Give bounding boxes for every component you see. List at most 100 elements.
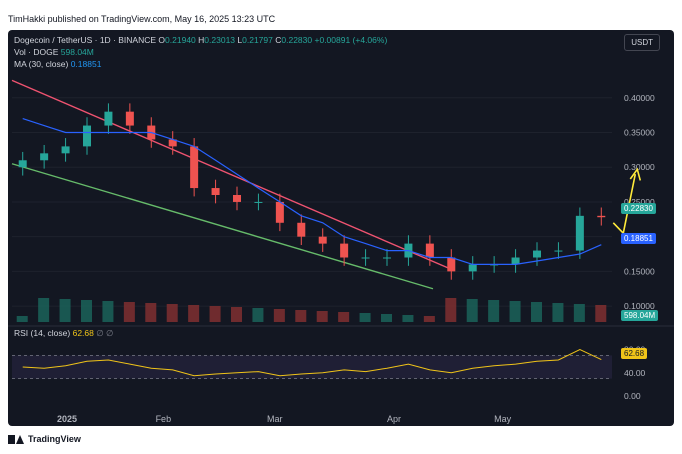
- candle-body[interactable]: [61, 146, 70, 154]
- volume-bar: [145, 303, 157, 322]
- ma-price-tag: 0.18851: [621, 233, 656, 244]
- ohlc-low-label: L: [237, 35, 243, 45]
- symbol-name[interactable]: Dogecoin / TetherUS · 1D · BINANCE: [14, 35, 157, 45]
- rsi-line[interactable]: [22, 349, 602, 377]
- volume-bar: [381, 314, 392, 322]
- candle-body[interactable]: [533, 250, 541, 258]
- volume-bar: [445, 298, 457, 322]
- candle-body[interactable]: [597, 215, 606, 218]
- volume-bar: [316, 311, 328, 322]
- rsi-tag: 62.68: [621, 348, 648, 359]
- candle-body[interactable]: [383, 257, 391, 259]
- chart-canvas[interactable]: 0.400000.350000.300000.250000.200000.150…: [8, 30, 674, 426]
- candle-body[interactable]: [425, 243, 434, 258]
- volume-bar: [423, 316, 435, 322]
- ohlc-high: 0.23013: [204, 35, 236, 45]
- brand-name: TradingView: [28, 434, 81, 444]
- rsi-axis-label: 40.00: [624, 368, 646, 378]
- rsi-band: [12, 355, 612, 379]
- candle-body[interactable]: [340, 243, 349, 258]
- volume-bar: [231, 307, 242, 322]
- time-axis-label: Apr: [387, 414, 401, 424]
- volume-bar: [188, 305, 200, 322]
- ohlc-close: 0.22830: [281, 35, 313, 45]
- volume-bar: [488, 300, 500, 322]
- volume-bar: [273, 309, 285, 322]
- chart-panel[interactable]: 0.400000.350000.300000.250000.200000.150…: [8, 30, 674, 426]
- resistance-trendline[interactable]: [11, 79, 449, 269]
- volume-value: 598.04M: [60, 47, 94, 57]
- volume-bar: [509, 301, 521, 322]
- ma-legend[interactable]: MA (30, close) 0.18851: [14, 59, 101, 69]
- candle-body[interactable]: [190, 146, 199, 189]
- time-axis-label: Mar: [267, 414, 283, 424]
- candle-body[interactable]: [211, 188, 220, 195]
- ohlc-high-label: H: [198, 35, 205, 45]
- volume-bar: [359, 313, 371, 322]
- candle-body[interactable]: [168, 139, 177, 147]
- candle-body[interactable]: [254, 201, 263, 203]
- candle-body[interactable]: [447, 257, 456, 272]
- rsi-axis-label: 0.00: [624, 391, 641, 401]
- last-price-tag: 0.22830: [621, 203, 656, 214]
- volume-bar: [531, 302, 542, 322]
- volume-legend[interactable]: Vol · DOGE 598.04M: [14, 47, 94, 57]
- candle-body[interactable]: [40, 153, 49, 161]
- price-axis-label: 0.35000: [624, 128, 655, 138]
- ohlc-change: +0.00891 (+4.06%): [314, 35, 388, 45]
- candle-body[interactable]: [575, 215, 584, 251]
- ohlc-close-label: C: [275, 35, 282, 45]
- time-axis-label: Feb: [156, 414, 172, 424]
- candle-body[interactable]: [104, 111, 113, 126]
- volume-bar: [102, 301, 114, 322]
- published-caption: TimHakki published on TradingView.com, M…: [8, 14, 276, 24]
- candle-body[interactable]: [275, 201, 284, 223]
- candle-body[interactable]: [83, 125, 91, 147]
- ohlc-low: 0.21797: [242, 35, 273, 45]
- volume-tag: 598.04M: [621, 310, 659, 321]
- ohlc-open-label: O: [158, 35, 166, 45]
- projection-arrowhead-icon: [629, 167, 642, 181]
- volume-label: Vol · DOGE: [14, 47, 59, 57]
- ma-line[interactable]: [22, 118, 602, 265]
- candle-body[interactable]: [361, 257, 370, 259]
- symbol-legend[interactable]: Dogecoin / TetherUS · 1D · BINANCE O0.21…: [14, 35, 387, 45]
- price-axis-label: 0.30000: [624, 162, 655, 172]
- volume-bar: [595, 305, 607, 322]
- volume-bar: [402, 315, 414, 322]
- ohlc-open: 0.21940: [165, 35, 196, 45]
- price-axis-label: 0.25000: [624, 197, 655, 207]
- volume-bar: [16, 316, 28, 322]
- volume-bar: [81, 300, 92, 322]
- price-axis-label: 0.15000: [624, 266, 655, 276]
- support-trendline[interactable]: [11, 163, 434, 290]
- candle-body[interactable]: [554, 250, 563, 252]
- volume-bar: [166, 304, 178, 322]
- candle-body[interactable]: [468, 264, 477, 272]
- currency-button[interactable]: USDT: [624, 34, 660, 51]
- candle-body[interactable]: [318, 236, 327, 244]
- volume-bar: [573, 304, 585, 322]
- ma-label: MA (30, close): [14, 59, 69, 69]
- volume-bar: [59, 299, 71, 322]
- candle-body[interactable]: [18, 160, 27, 168]
- price-axis-label: 0.40000: [624, 93, 655, 103]
- rsi-legend[interactable]: RSI (14, close) 62.68 ∅ ∅: [14, 328, 113, 339]
- time-axis-label: May: [494, 414, 512, 424]
- ma-value: 0.18851: [70, 59, 102, 69]
- volume-bar: [38, 298, 50, 322]
- price-axis-label: 0.10000: [624, 301, 655, 311]
- volume-bar: [338, 312, 350, 322]
- time-axis-label: 2025: [57, 414, 77, 424]
- volume-bar: [252, 308, 264, 322]
- volume-bar: [466, 299, 478, 322]
- volume-bar: [123, 302, 135, 322]
- candle-body[interactable]: [511, 257, 520, 265]
- candle-body[interactable]: [297, 222, 306, 237]
- volume-bar: [209, 306, 221, 322]
- volume-bar: [552, 303, 564, 322]
- candle-body[interactable]: [233, 195, 241, 202]
- candle-body[interactable]: [125, 111, 134, 126]
- volume-bar: [295, 310, 307, 322]
